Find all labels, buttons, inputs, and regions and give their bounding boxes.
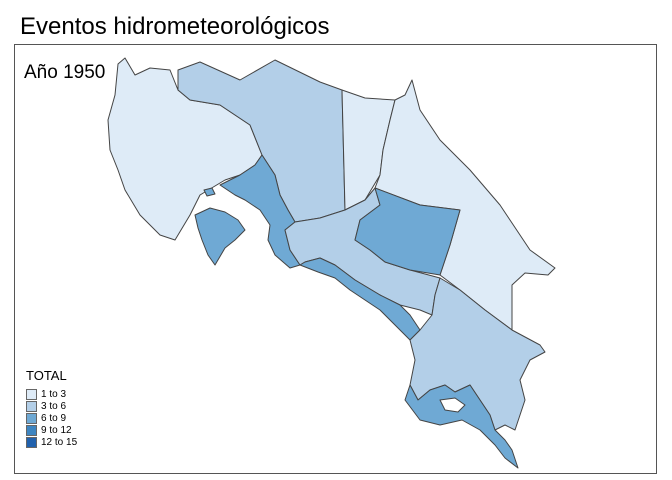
legend-label: 9 to 12 [41, 424, 72, 436]
legend-item: 6 to 9 [26, 412, 77, 424]
legend-swatch [26, 436, 37, 448]
legend-label: 12 to 15 [41, 436, 78, 448]
legend-swatch [26, 424, 37, 436]
legend-swatch [26, 400, 37, 412]
legend-label: 1 to 3 [41, 388, 67, 400]
year-label: Año 1950 [24, 62, 106, 83]
region-cartago[interactable] [354, 187, 461, 276]
island-osa [439, 397, 466, 413]
region-south-pacific[interactable] [404, 384, 519, 469]
legend-item: 3 to 6 [26, 400, 77, 412]
region-limon[interactable] [374, 79, 556, 331]
island-small [203, 187, 216, 197]
legend-item: 1 to 3 [26, 388, 77, 400]
legend-title: TOTAL [26, 368, 67, 383]
map-frame [14, 44, 657, 474]
legend-swatch [26, 388, 37, 400]
map-title: Eventos hidrometeorológicos [20, 13, 330, 40]
legend-item: 9 to 12 [26, 424, 77, 436]
legend-swatch [26, 412, 37, 424]
region-nicoya-tip[interactable] [194, 207, 246, 266]
legend-item: 12 to 15 [26, 436, 77, 448]
legend-label: 3 to 6 [41, 400, 67, 412]
legend-label: 6 to 9 [41, 412, 67, 424]
